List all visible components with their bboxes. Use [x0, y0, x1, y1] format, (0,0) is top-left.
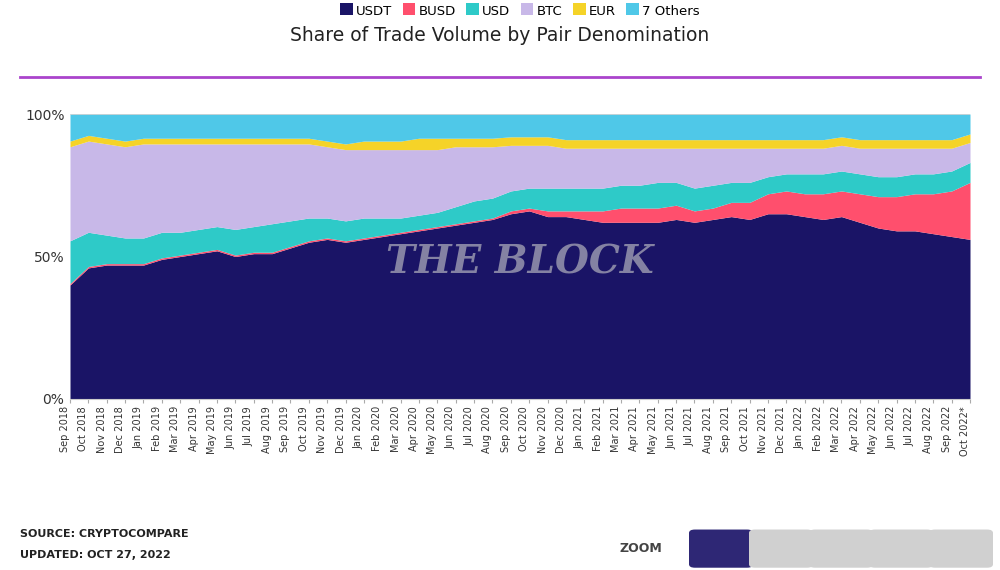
Text: YTD: YTD	[767, 542, 795, 555]
Legend: USDT, BUSD, USD, BTC, EUR, 7 Others: USDT, BUSD, USD, BTC, EUR, 7 Others	[336, 1, 704, 22]
Text: SOURCE: CRYPTOCOMPARE: SOURCE: CRYPTOCOMPARE	[20, 528, 189, 539]
Text: THE BLOCK: THE BLOCK	[386, 243, 654, 281]
Text: ZOOM: ZOOM	[620, 542, 663, 555]
Text: 12M: 12M	[826, 542, 856, 555]
Text: UPDATED: OCT 27, 2022: UPDATED: OCT 27, 2022	[20, 549, 171, 560]
Text: Share of Trade Volume by Pair Denomination: Share of Trade Volume by Pair Denominati…	[290, 26, 710, 44]
Text: ALL: ALL	[708, 542, 734, 555]
